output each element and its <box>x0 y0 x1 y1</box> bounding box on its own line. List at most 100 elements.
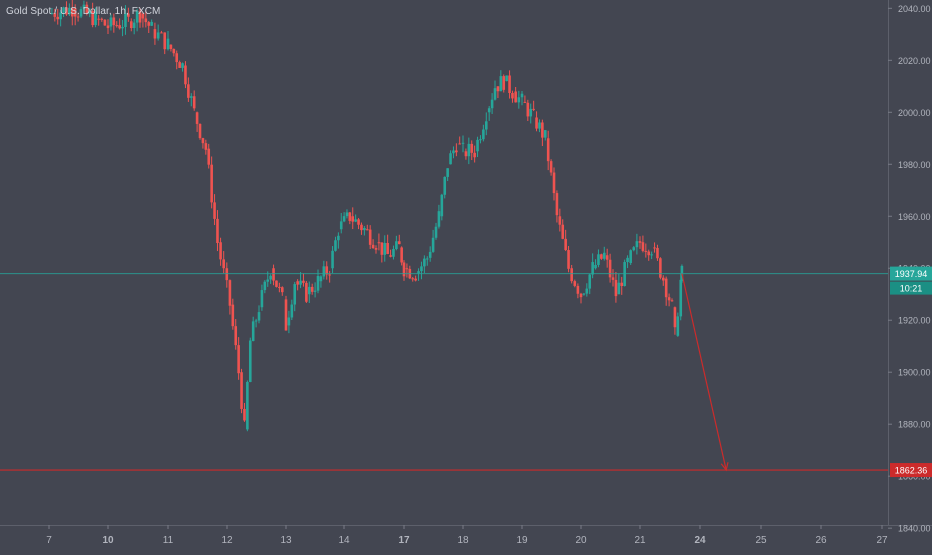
candle-body <box>505 75 508 82</box>
candle-body <box>127 13 130 17</box>
candle-body <box>597 254 600 265</box>
candle-body <box>254 320 258 322</box>
candle-body <box>389 255 392 257</box>
candle-body <box>673 307 677 328</box>
candle-body <box>109 17 113 27</box>
current-price-badge <box>890 266 932 281</box>
candle-body <box>502 76 506 90</box>
candle-body <box>287 317 291 326</box>
candle-body <box>88 11 92 14</box>
x-tick-label: 25 <box>755 535 767 546</box>
candle-body <box>354 219 357 222</box>
candle-body <box>626 257 629 263</box>
candle-body <box>284 299 288 331</box>
candle-body <box>461 142 465 144</box>
candle-body <box>272 268 275 281</box>
candle-body <box>243 408 246 421</box>
candle-body <box>280 287 284 293</box>
candle-body <box>269 275 272 280</box>
candle-body <box>676 316 680 336</box>
candle-body <box>493 88 497 100</box>
candle-body <box>377 242 381 244</box>
y-tick-label: 1840.00 <box>898 524 931 534</box>
candle-body <box>357 219 360 225</box>
candle-body <box>225 268 229 281</box>
candle-body <box>184 65 187 85</box>
candle-body <box>479 139 482 141</box>
candle-body <box>400 247 403 263</box>
candle-body <box>546 138 550 162</box>
candle-body <box>296 281 299 285</box>
candle-body <box>135 11 139 23</box>
current-price-label: 1937.94 <box>895 269 928 279</box>
candle-body <box>290 304 294 318</box>
candle-body <box>567 250 570 269</box>
candle-body <box>520 93 524 98</box>
candle-body <box>213 202 216 219</box>
candle-body <box>526 102 530 117</box>
candle-body <box>172 48 176 54</box>
candle-body <box>617 282 621 295</box>
candle-body <box>484 121 488 130</box>
candle-body <box>79 9 83 17</box>
candle-body <box>219 242 222 260</box>
candle-body <box>602 252 606 259</box>
candle-body <box>73 8 77 17</box>
candle-body <box>414 278 417 281</box>
candle-body <box>561 224 565 239</box>
candle-body <box>656 247 659 259</box>
candle-body <box>667 297 671 301</box>
candle-body <box>585 288 589 294</box>
candle-body <box>153 29 157 39</box>
candle-body <box>600 254 603 259</box>
candle-body <box>514 91 517 103</box>
candle-body <box>106 25 110 29</box>
candle-body <box>605 255 609 260</box>
candle-body <box>449 153 452 165</box>
candle-body <box>452 150 455 154</box>
candle-body <box>189 96 193 98</box>
candle-body <box>91 11 94 26</box>
candle-body <box>201 138 205 144</box>
candle-body <box>558 216 562 225</box>
candle-body <box>348 212 352 221</box>
x-tick-label: 24 <box>694 535 706 546</box>
candle-body <box>76 16 80 18</box>
candle-body <box>319 276 323 282</box>
candle-body <box>464 151 468 157</box>
candle-body <box>121 26 124 29</box>
x-tick-label: 19 <box>516 535 528 546</box>
x-tick-label: 27 <box>876 535 888 546</box>
candle-body <box>611 277 615 280</box>
y-tick-label: 2040.00 <box>898 4 931 14</box>
candle-body <box>342 216 346 222</box>
candle-body <box>549 161 553 173</box>
y-tick-label: 1980.00 <box>898 160 931 170</box>
candle-body <box>555 193 559 216</box>
candle-body <box>195 112 199 124</box>
candle-body <box>644 250 648 252</box>
y-tick-label: 2020.00 <box>898 56 931 66</box>
candle-body <box>112 17 116 26</box>
candle-body <box>118 25 121 29</box>
candle-body <box>216 218 219 244</box>
candle-body <box>181 63 184 68</box>
candle-body <box>496 86 500 92</box>
candle-body <box>70 7 74 17</box>
candle-body <box>263 281 267 291</box>
candle-body <box>175 53 179 63</box>
candle-body <box>231 304 235 327</box>
candle-body <box>316 275 320 291</box>
candle-body <box>299 280 302 285</box>
y-tick-label: 1900.00 <box>898 368 931 378</box>
candle-body <box>523 101 527 103</box>
candle-body <box>368 229 372 245</box>
candle-body <box>345 212 349 217</box>
candle-body <box>446 168 449 177</box>
candle-body <box>163 32 167 50</box>
candle-body <box>591 262 594 275</box>
candle-body <box>517 97 521 103</box>
candle-body <box>402 262 406 277</box>
